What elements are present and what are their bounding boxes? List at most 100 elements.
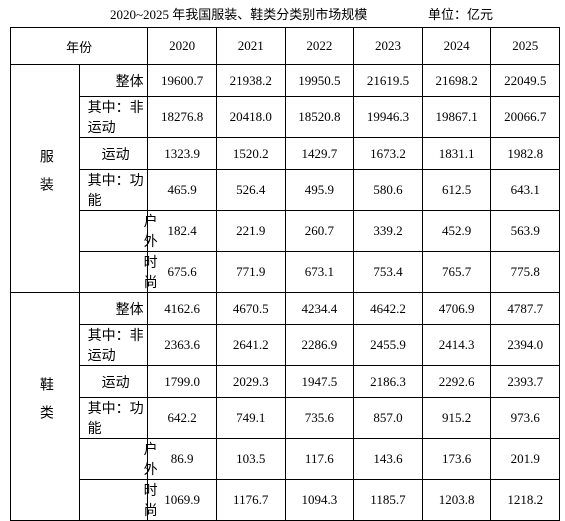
value-cell: 2292.6 (421, 365, 492, 398)
value-cell: 2393.7 (490, 365, 560, 398)
value-cell: 765.7 (421, 251, 492, 293)
value-cell: 4642.2 (353, 292, 423, 325)
data-row: 运动 1323.9 1520.2 1429.7 1673.2 1831.1 1982.8 (11, 137, 560, 170)
value-cell: 19600.7 (147, 64, 217, 97)
value-cell: 735.6 (284, 397, 355, 439)
value-cell: 1323.9 (147, 137, 217, 170)
value-cell: 182.4 (147, 210, 217, 252)
row-label: 户外 (78, 438, 158, 480)
data-row: 鞋类 整体 4162.6 4670.5 4234.4 4642.2 4706.9 4787.7 (10, 292, 560, 521)
value-cell: 103.5 (215, 438, 286, 480)
value-cell: 1069.9 (147, 479, 217, 521)
value-cell: 1947.5 (284, 365, 355, 398)
data-row: 其中：非运动 2363.6 2641.2 2286.9 2455.9 2414.3 2394… (11, 324, 560, 366)
value-cell: 117.6 (284, 438, 355, 480)
year-header: 2025 (490, 27, 560, 65)
data-row: 其中：功能 465.9 526.4 495.9 580.6 612.5 643.1 (11, 169, 560, 211)
value-cell: 642.2 (147, 397, 217, 439)
value-cell: 1831.1 (421, 137, 492, 170)
value-cell: 173.6 (421, 438, 492, 480)
title: 2020~2025 年我国服装、鞋类分类别市场规模 (110, 7, 368, 22)
value-cell: 580.6 (353, 169, 423, 211)
value-cell: 20066.7 (490, 96, 560, 138)
value-cell: 1429.7 (284, 137, 355, 170)
table: 年份 2020 2021 2022 2023 2024 2025 服装 整体 19600.7 219… (9, 27, 560, 521)
group-cell: 鞋类 (10, 292, 80, 521)
data-row: 其中：功能 642.2 749.1 735.6 857.0 915.2 973.6 (11, 397, 560, 439)
year-header: 2021 (215, 27, 286, 65)
value-cell: 452.9 (421, 210, 492, 252)
value-cell: 4162.6 (147, 292, 217, 325)
value-cell: 19946.3 (353, 96, 423, 138)
value-cell: 563.9 (490, 210, 560, 252)
row-label: 时尚 (78, 479, 158, 521)
value-cell: 21938.2 (215, 64, 286, 97)
group-name: 鞋类 (37, 376, 53, 433)
value-cell: 1218.2 (490, 479, 560, 521)
value-cell: 2186.3 (353, 365, 423, 398)
value-cell: 673.1 (284, 251, 355, 293)
value-cell: 612.5 (421, 169, 492, 211)
value-cell: 1185.7 (353, 479, 423, 521)
value-cell: 1520.2 (215, 137, 286, 170)
unit: 单位：亿元 (428, 7, 494, 22)
value-cell: 2414.3 (421, 324, 492, 366)
value-cell: 260.7 (284, 210, 355, 252)
value-cell: 339.2 (353, 210, 423, 252)
table-body: 年份 2020 2021 2022 2023 2024 2025 服装 整体 19600.7 219… (9, 27, 560, 521)
value-cell: 143.6 (353, 438, 423, 480)
value-cell: 19867.1 (421, 96, 492, 138)
data-row: 服装 整体 19600.7 21938.2 19950.5 21619.5 21698.2 2… (10, 64, 560, 293)
value-cell: 2641.2 (215, 324, 286, 366)
data-row: 时尚 675.6 771.9 673.1 753.4 765.7 775.8 (11, 251, 560, 293)
value-cell: 2455.9 (353, 324, 423, 366)
value-cell: 21698.2 (421, 64, 492, 97)
data-row: 户外 86.9 103.5 117.6 143.6 173.6 201.9 (11, 438, 560, 480)
value-cell: 749.1 (215, 397, 286, 439)
value-cell: 21619.5 (353, 64, 423, 97)
year-header: 2023 (353, 27, 423, 65)
value-cell: 4670.5 (215, 292, 286, 325)
value-cell: 2286.9 (284, 324, 355, 366)
year-header: 2024 (421, 27, 492, 65)
row-label: 时尚 (78, 251, 158, 293)
value-cell: 86.9 (147, 438, 217, 480)
value-cell: 4234.4 (284, 292, 355, 325)
header: 2020~2025 年我国服装、鞋类分类别市场规模 单位：亿元 (0, 4, 565, 24)
row-label: 整体 (78, 64, 149, 97)
data-row: 其中：非运动 18276.8 20418.0 18520.8 19946.3 19867.… (11, 96, 560, 138)
row-label: 其中：非运动 (78, 96, 149, 138)
value-cell: 18520.8 (284, 96, 355, 138)
value-cell: 2029.3 (215, 365, 286, 398)
value-cell: 1982.8 (490, 137, 560, 170)
value-cell: 20418.0 (215, 96, 286, 138)
value-cell: 18276.8 (147, 96, 217, 138)
data-row: 时尚 1069.9 1176.7 1094.3 1185.7 1203.8 1218.2 (11, 479, 560, 521)
data-row: 运动 1799.0 2029.3 1947.5 2186.3 2292.6 2393.7 (11, 365, 560, 398)
value-cell: 771.9 (215, 251, 286, 293)
value-cell: 2363.6 (147, 324, 217, 366)
value-cell: 1176.7 (215, 479, 286, 521)
value-cell: 22049.5 (490, 64, 560, 97)
row-label: 户外 (78, 210, 158, 252)
value-cell: 857.0 (353, 397, 423, 439)
value-cell: 2394.0 (490, 324, 560, 366)
value-cell: 775.8 (490, 251, 560, 293)
group-cell: 服装 (10, 64, 80, 293)
value-cell: 4706.9 (421, 292, 492, 325)
page: 2020~2025 年我国服装、鞋类分类别市场规模 单位：亿元 年份 2020 20… (0, 4, 565, 521)
value-cell: 1203.8 (421, 479, 492, 521)
value-cell: 495.9 (284, 169, 355, 211)
value-cell: 1673.2 (353, 137, 423, 170)
row-label: 其中：功能 (78, 397, 149, 439)
value-cell: 201.9 (490, 438, 560, 480)
value-cell: 1094.3 (284, 479, 355, 521)
header-row: 年份 2020 2021 2022 2023 2024 2025 (9, 27, 560, 65)
value-cell: 675.6 (147, 251, 217, 293)
year-header: 2022 (284, 27, 355, 65)
group-name: 服装 (37, 148, 53, 205)
data-row: 户外 182.4 221.9 260.7 339.2 452.9 563.9 (11, 210, 560, 252)
value-cell: 1799.0 (147, 365, 217, 398)
value-cell: 753.4 (353, 251, 423, 293)
row-label: 整体 (78, 292, 149, 325)
